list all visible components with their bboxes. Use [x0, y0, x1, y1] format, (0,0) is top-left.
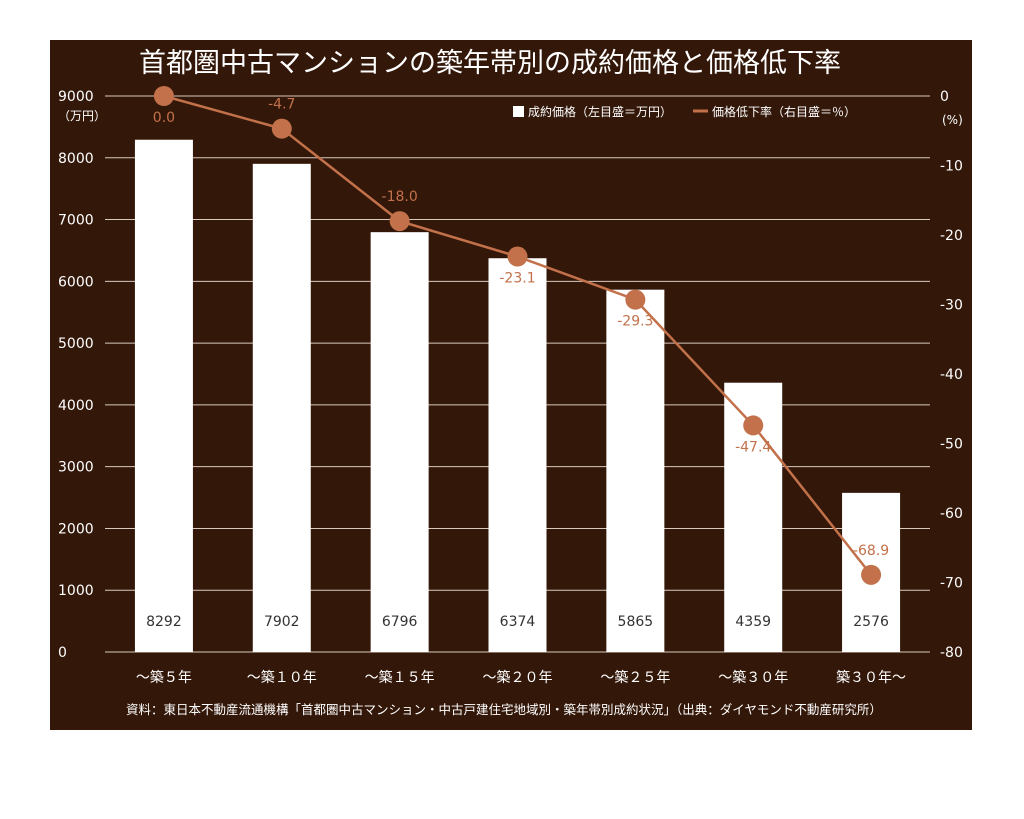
bar-value-label: 7902	[264, 614, 300, 630]
bar-value-label: 6374	[500, 614, 536, 630]
x-tick-label: ～築５年	[136, 670, 192, 686]
line-value-label: 0.0	[153, 110, 175, 126]
y-left-tick-label: 7000	[58, 213, 94, 229]
bar-value-label: 2576	[853, 614, 889, 630]
bar	[606, 289, 665, 652]
y-left-tick-label: 2000	[58, 521, 94, 537]
y-right-tick-label: -50	[940, 437, 963, 453]
bar	[370, 232, 429, 653]
legend-bar-swatch	[513, 106, 524, 117]
line-value-label: -68.9	[853, 543, 889, 559]
line-value-label: -4.7	[268, 97, 295, 113]
line-value-label: -29.3	[617, 314, 653, 330]
chart-panel: 首都圏中古マンションの築年帯別の成約価格と価格低下率 8292 7902 6796 6…	[50, 40, 972, 730]
x-tick-label: ～築１０年	[247, 670, 317, 686]
line-point	[153, 86, 174, 106]
bar-value-label: 5865	[618, 614, 654, 630]
line-point	[743, 415, 764, 436]
legend: 成約価格（左目盛＝万円） 価格低下率（右目盛＝％）	[513, 104, 856, 119]
line-point	[625, 289, 646, 310]
bar	[252, 163, 311, 652]
x-tick-label: ～築２５年	[600, 670, 670, 686]
y-right-tick-label: 0	[940, 89, 949, 105]
axes: 0 1000 2000 3000 4000 5000 6000 7000 8000 9000 （万円…	[58, 89, 963, 686]
x-tick-label: 築３０年～	[836, 670, 906, 686]
source-note: 資料：東日本不動産流通機構「首都圏中古マンション・中古戸建住宅地域別・築年帯別成…	[126, 702, 882, 717]
bar-value-labels: 8292 7902 6796 6374 5865 4359 2576	[146, 614, 889, 630]
line-point	[389, 211, 410, 232]
line-point	[861, 564, 882, 585]
line-value-label: -47.4	[735, 439, 771, 455]
bar-value-label: 4359	[735, 614, 771, 630]
bar	[134, 139, 193, 653]
y-right-tick-label: -20	[940, 228, 963, 244]
y-left-tick-label: 8000	[58, 151, 94, 167]
y-left-tick-label: 3000	[58, 460, 94, 476]
y-right-unit-label: (%)	[942, 113, 963, 127]
bars	[134, 139, 901, 653]
line-value-label: -23.1	[499, 271, 535, 287]
y-right-tick-label: -70	[940, 576, 963, 592]
y-right-tick-label: -80	[940, 645, 963, 661]
bar-value-label: 6796	[382, 614, 418, 630]
chart-title: 首都圏中古マンションの築年帯別の成約価格と価格低下率	[139, 48, 841, 79]
y-left-tick-label: 5000	[58, 336, 94, 352]
line-point	[507, 246, 528, 267]
bar	[488, 258, 547, 652]
y-left-tick-label: 6000	[58, 274, 94, 290]
y-right-tick-label: -60	[940, 506, 963, 522]
y-left-tick-label: 0	[58, 645, 67, 661]
legend-bar-label: 成約価格（左目盛＝万円）	[528, 104, 672, 119]
y-right-tick-label: -10	[940, 159, 963, 175]
x-tick-label: ～築１５年	[365, 670, 435, 686]
y-right-tick-label: -30	[940, 298, 963, 314]
legend-line-label: 価格低下率（右目盛＝％）	[712, 104, 856, 119]
line-value-label: -18.0	[382, 189, 418, 205]
line-series: 0.0 -4.7 -18.0 -23.1 -29.3 -47.4 -68.9	[153, 86, 889, 585]
y-left-tick-label: 1000	[58, 583, 94, 599]
x-tick-label: ～築３０年	[718, 670, 788, 686]
bar-value-label: 8292	[146, 614, 182, 630]
x-tick-label: ～築２０年	[483, 670, 553, 686]
chart-svg: 首都圏中古マンションの築年帯別の成約価格と価格低下率 8292 7902 6796 6…	[58, 48, 963, 717]
y-left-tick-label: 9000	[58, 89, 94, 105]
y-left-tick-label: 4000	[58, 398, 94, 414]
y-left-unit-label: （万円）	[58, 109, 106, 123]
y-right-tick-label: -40	[940, 367, 963, 383]
line-point	[271, 118, 292, 139]
